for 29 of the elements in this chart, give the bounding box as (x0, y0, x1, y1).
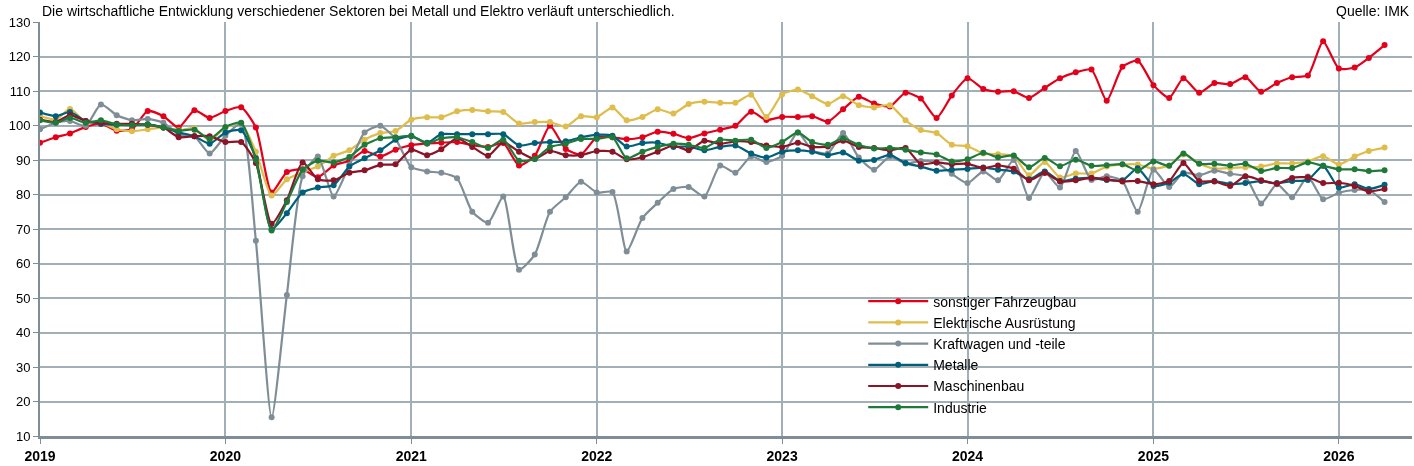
y-tick-label: 20 (15, 394, 31, 410)
y-tick-label: 80 (15, 187, 31, 203)
legend-label: sonstiger Fahrzeugbau (933, 293, 1077, 310)
y-tick-label: 50 (15, 290, 31, 306)
legend-label: Industrie (933, 399, 988, 416)
y-tick-label: 130 (8, 14, 31, 30)
x-tick-label: 2019 (24, 447, 56, 464)
chart-title: Die wirtschaftliche Entwicklung verschiedener Sektoren bei Metall und Elektro verläuft unterschiedlich. (42, 3, 675, 19)
x-tick-label: 2023 (766, 447, 798, 464)
x-tick-label: 2021 (395, 447, 428, 464)
source-note: Quelle: IMK (1336, 3, 1410, 19)
y-tick-label: 100 (8, 118, 31, 134)
legend-label: Kraftwagen und -teile (933, 336, 1066, 353)
y-tick-label: 30 (15, 359, 31, 375)
legend-label: Elektrische Ausrüstung (933, 314, 1076, 331)
x-tick-label: 2026 (1323, 447, 1355, 464)
y-tick-label: 10 (15, 428, 31, 444)
x-tick-label: 2024 (951, 447, 984, 464)
x-tick-label: 2020 (209, 447, 242, 464)
y-tick-label: 120 (8, 49, 31, 65)
legend-label: Metalle (933, 357, 979, 374)
x-tick-label: 2025 (1137, 447, 1170, 464)
y-tick-label: 90 (15, 152, 31, 168)
x-tick-label: 2022 (581, 447, 613, 464)
legend-label: Maschinenbau (933, 378, 1025, 395)
y-tick-label: 110 (9, 83, 31, 99)
y-tick-label: 60 (15, 256, 31, 272)
y-tick-label: 40 (15, 325, 31, 341)
y-tick-label: 70 (15, 221, 31, 237)
